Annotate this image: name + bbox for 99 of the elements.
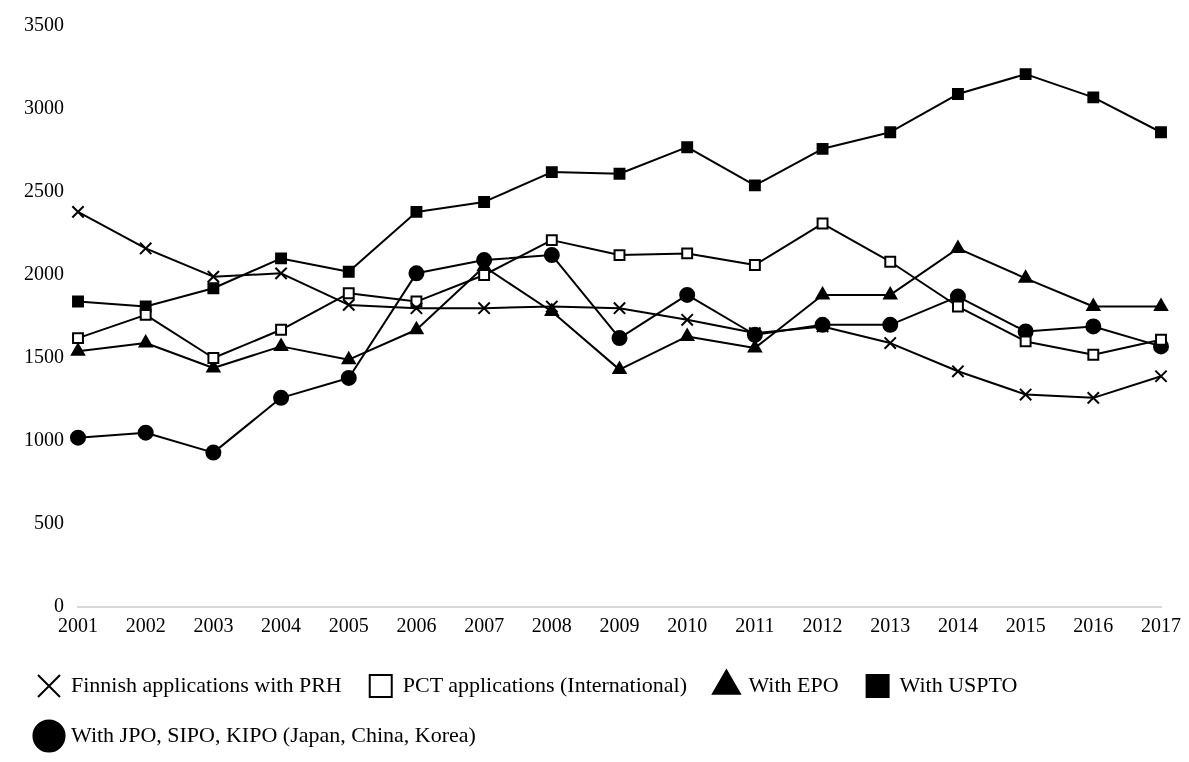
y-tick-label: 3000 [24,96,64,119]
point [72,295,84,308]
point [1087,348,1100,361]
point [951,88,964,101]
point [951,300,964,313]
point [207,352,220,364]
legend-label: PCT applications (International) [402,671,688,697]
point [273,389,290,406]
y-tick-label: 500 [34,511,64,534]
point [410,205,423,218]
point [207,282,220,295]
point [679,286,696,303]
point [340,369,357,386]
point [1086,298,1101,312]
y-tick-label: 0 [54,594,64,617]
x-tick-label: 2013 [870,614,911,637]
point [613,167,626,180]
point [274,338,289,351]
point [409,301,424,315]
y-tick-label: 1500 [24,345,64,368]
point [1154,369,1168,383]
point [747,340,762,353]
point [951,364,965,378]
point [1153,298,1169,312]
y-tick-label: 3500 [24,13,64,36]
legend-label: With EPO [748,671,839,697]
point [816,142,829,155]
x-tick-label: 2009 [599,614,640,637]
point [681,247,694,260]
x-tick-label: 2002 [125,614,166,637]
point [1155,126,1167,139]
point [408,265,425,282]
point [1087,91,1100,104]
point [138,335,153,348]
legend-label: Finnish applications with PRH [71,671,342,697]
point [545,166,558,179]
point [72,332,84,345]
x-tick-label: 2004 [261,614,302,637]
x-tick-label: 2014 [937,614,978,637]
x-tick-label: 2011 [735,614,775,637]
point [950,240,965,253]
point [545,234,558,247]
point [748,179,761,192]
x-tick-label: 2012 [802,614,843,637]
point [1018,270,1033,283]
point [680,313,694,327]
point [611,330,628,347]
point [342,265,355,278]
point [612,301,627,315]
point [71,205,85,219]
point [884,255,897,268]
point [342,298,356,312]
x-tick-label: 2015 [1005,614,1046,637]
point [883,286,898,300]
x-tick-label: 2008 [531,614,572,637]
y-tick-label: 1000 [24,428,64,451]
x-tick-label: 2017 [1141,614,1181,637]
point [680,328,695,341]
point [884,126,897,139]
y-tick-label: 2000 [24,262,64,285]
point [543,247,560,264]
x-tick-label: 2003 [193,614,234,637]
point [477,301,491,315]
point [815,286,830,300]
point [206,270,221,284]
point [681,141,694,154]
point [613,249,626,262]
point [478,196,491,208]
point [409,321,424,335]
y-tick-label: 2500 [24,179,64,202]
legend-label: With JPO, SIPO, KIPO (Japan, China, Korea) [71,721,476,747]
point [1018,387,1033,402]
x-tick-label: 2006 [396,614,437,637]
point [1085,318,1102,335]
point [137,424,154,441]
point [342,287,355,300]
point [70,429,86,446]
x-tick-label: 2001 [58,614,98,637]
point [748,259,761,271]
point [274,266,288,280]
point [1086,391,1100,405]
point [139,241,153,256]
x-tick-label: 2010 [667,614,708,637]
x-tick-label: 2016 [1073,614,1114,637]
point [1019,335,1032,348]
point [70,343,86,356]
x-tick-label: 2007 [464,614,505,637]
point [883,336,897,350]
point [1019,68,1032,81]
point [139,308,152,321]
point [205,444,222,461]
point [612,361,627,375]
point [816,217,829,230]
point [341,351,356,365]
point [275,252,288,265]
x-tick-label: 2005 [328,614,369,637]
legend-label: With USPTO [899,671,1018,697]
point [275,323,288,336]
point [882,316,899,333]
